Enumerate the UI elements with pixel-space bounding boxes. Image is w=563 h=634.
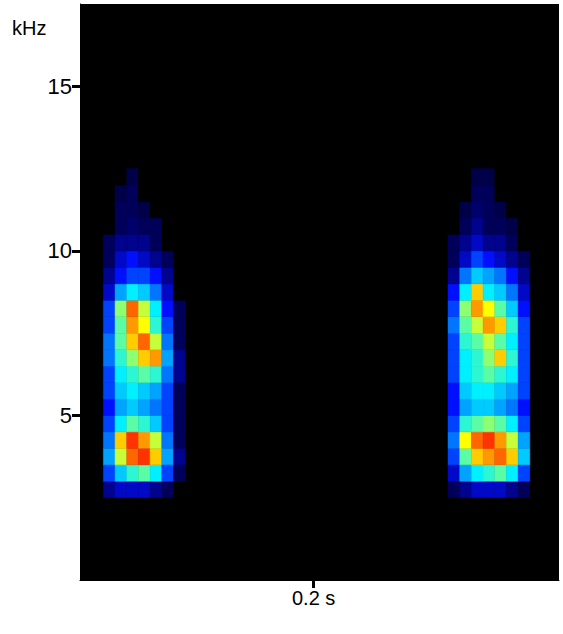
svg-text:10: 10 — [48, 238, 72, 263]
svg-text:15: 15 — [48, 74, 72, 99]
svg-text:0.2 s: 0.2 s — [292, 587, 335, 609]
svg-text:kHz: kHz — [12, 17, 46, 39]
svg-text:5: 5 — [60, 403, 72, 428]
